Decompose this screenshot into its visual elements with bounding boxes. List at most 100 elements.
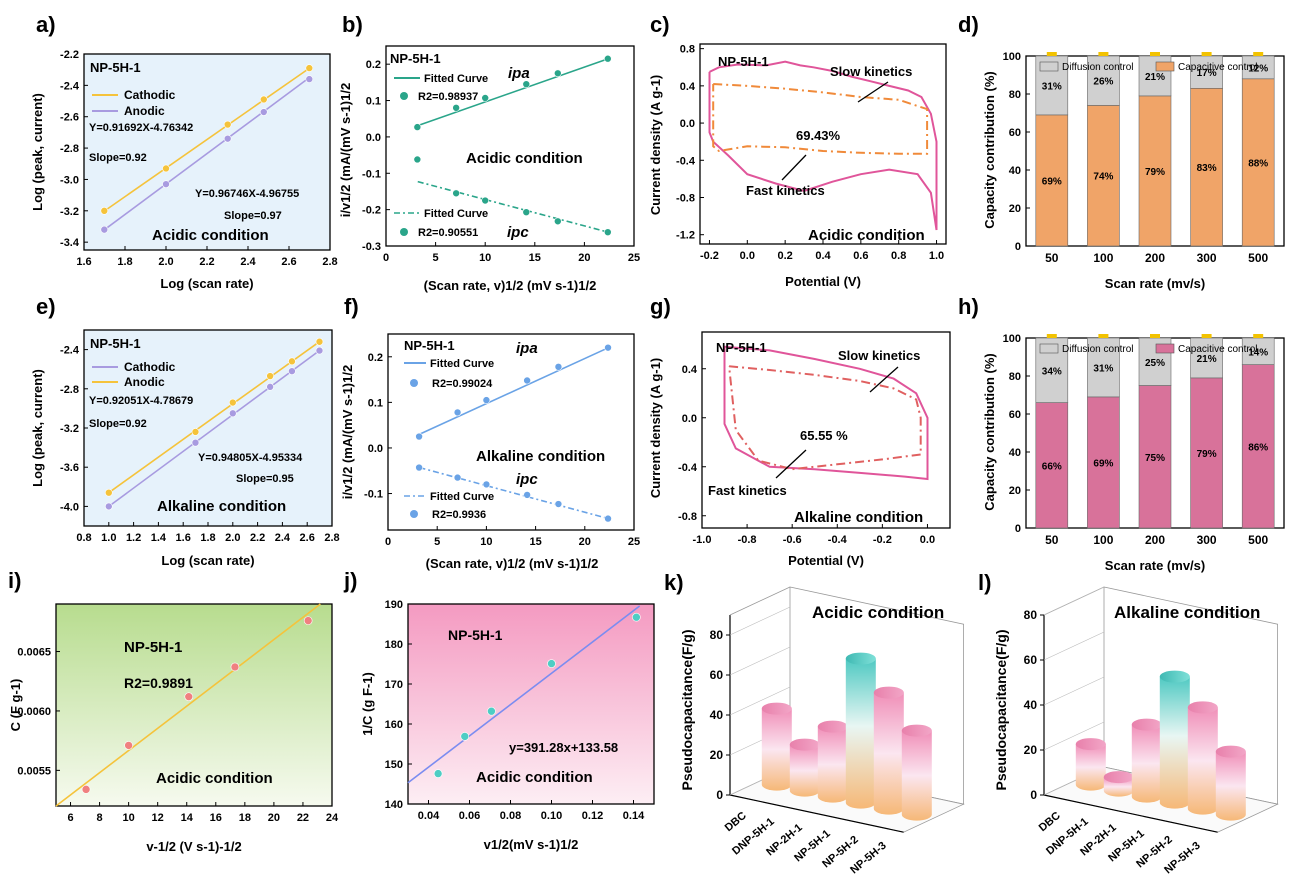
y-tick-label-l-2: 40 — [1024, 698, 1038, 712]
y-tick-label-d-4: 80 — [1009, 89, 1021, 101]
data-point-b-1-3 — [522, 208, 531, 216]
y-tick-label-i-1: 0.0060 — [17, 706, 51, 718]
bar-label-capacitive-h-0: 66% — [1042, 461, 1062, 472]
grid-line-l-1 — [1043, 721, 1105, 751]
panel-label-k: k) — [664, 570, 684, 595]
fit-line-f-0 — [419, 346, 609, 436]
x-axis-line-k — [729, 794, 904, 833]
bar-label-capacitive-d-0: 69% — [1042, 176, 1062, 187]
x-tick-label-i-4: 14 — [181, 812, 194, 824]
y-axis-label-j: 1/C (g F-1) — [360, 672, 375, 736]
bar-cap-marker-h-2 — [1150, 334, 1160, 338]
arrow-fast-c — [781, 154, 807, 181]
x-tick-label-c-4: 0.6 — [853, 250, 868, 262]
data-point-f-0-2 — [482, 396, 491, 404]
y-tick-label-h-4: 80 — [1009, 371, 1021, 383]
y-tick-label-d-1: 20 — [1009, 203, 1021, 215]
panel-label-f: f) — [344, 294, 359, 319]
y-tick-label-a-4: -2.6 — [60, 112, 79, 124]
legend-label-diffusion-d: Diffusion control — [1062, 62, 1134, 73]
data-point-b-0-5 — [604, 54, 612, 63]
y-tick-label-f-0: -0.1 — [364, 489, 383, 501]
legend-point-ipc-f — [410, 510, 418, 518]
sample-label-b: NP-5H-1 — [390, 51, 441, 66]
data-point-b-0-1 — [452, 104, 460, 112]
marks-i: 6 8 10 12 14 16 18 20 22 24 0.0055 0.0060 0.0065 — [17, 603, 339, 824]
data-point-e-1-4 — [288, 357, 296, 366]
cylinder-l-3 — [1159, 676, 1190, 809]
x-axis-label-h: Scan rate (mv/s) — [1105, 558, 1205, 573]
x-axis-label-g: Potential (V) — [788, 553, 864, 568]
legend-label-anodic-e: Anodic — [124, 375, 165, 389]
data-point-b-0-0 — [413, 123, 422, 131]
x-tick-label-a-5: 2.6 — [281, 256, 296, 268]
x-tick-label-i-9: 24 — [326, 812, 339, 824]
x-axis-label-c: Potential (V) — [785, 274, 861, 289]
data-point-f-1-5 — [604, 514, 612, 523]
bar-label-capacitive-d-4: 88% — [1248, 158, 1268, 169]
legend-point-ipc-b — [400, 228, 408, 236]
y-tick-label-h-1: 20 — [1009, 485, 1021, 497]
condition-label-g: Alkaline condition — [794, 509, 923, 526]
cylinder-top-k-4 — [873, 686, 904, 699]
y-tick-label-c-4: 0.4 — [680, 81, 696, 93]
x-tick-label-g-2: -0.6 — [783, 534, 802, 546]
panel-label-g: g) — [650, 294, 671, 319]
bar-label-diffusion-h-0: 34% — [1042, 366, 1062, 377]
data-point-e-1-0 — [105, 488, 113, 497]
x-tick-label-i-2: 10 — [123, 812, 135, 824]
x-tick-label-e-10: 2.8 — [324, 532, 339, 544]
bar-label-diffusion-h-1: 31% — [1093, 363, 1113, 374]
y-tick-label-e-3: -2.8 — [60, 384, 79, 396]
x-tick-label-a-1: 1.8 — [117, 256, 132, 268]
x-tick-label-i-8: 22 — [297, 812, 309, 824]
cylinder-l-0 — [1075, 744, 1106, 791]
data-point-j-0-1 — [460, 732, 470, 741]
cylinder-top-k-0 — [761, 702, 792, 715]
data-point-a-1-2 — [223, 134, 232, 143]
data-point-b-1-5 — [604, 228, 612, 236]
y-axis-label-k: Pseudocapacitance(F/g) — [679, 629, 695, 790]
legend-label-cathodic-e: Cathodic — [124, 360, 176, 374]
legend-label-cathodic-a: Cathodic — [124, 88, 176, 102]
data-point-b-0-2 — [481, 94, 490, 102]
cylinder-top-l-0 — [1075, 738, 1106, 751]
bar-capacitive-d-4 — [1241, 78, 1275, 247]
plot-area-f — [387, 333, 635, 531]
bar-cap-marker-d-4 — [1253, 52, 1264, 56]
grid-line-k-2 — [729, 686, 791, 716]
y-tick-label-j-0: 140 — [385, 799, 403, 811]
arrow-slow-c — [857, 81, 889, 103]
y-tick-label-g-2: 0.0 — [682, 413, 697, 425]
data-point-b-1-2 — [481, 196, 490, 205]
panel-d: d) 0 20 40 60 80 100 69% 31% 50 74% 26% 100 79% 21% 20… — [958, 12, 1285, 291]
panel-k: k) 020406080DBCDNP-5H-1NP-2H-1NP-5H-1NP-… — [664, 570, 965, 875]
cylinder-top-l-1 — [1103, 771, 1134, 784]
y-tick-label-e-2: -3.2 — [60, 423, 79, 435]
data-point-e-0-2 — [229, 409, 237, 418]
data-point-f-0-0 — [415, 432, 423, 441]
panel-label-b: b) — [342, 12, 363, 37]
data-point-e-1-2 — [229, 398, 237, 407]
data-point-f-1-1 — [453, 473, 462, 482]
sample-label-e: NP-5H-1 — [90, 336, 141, 351]
x-tick-label-c-6: 1.0 — [929, 250, 944, 262]
y-axis-label-e: Log (peak, current) — [30, 369, 45, 487]
data-point-f-0-3 — [523, 376, 531, 385]
y-tick-label-l-0: 0 — [1030, 788, 1037, 802]
data-point-a-1-1 — [162, 180, 170, 188]
legend-r2-ipa-b: R2=0.98937 — [418, 91, 478, 103]
bar-capacitive-h-0 — [1035, 402, 1069, 529]
y-tick-label-l-1: 20 — [1024, 743, 1038, 757]
x-tick-label-j-2: 0.08 — [500, 810, 521, 822]
data-point-i-0-4 — [303, 616, 313, 625]
bar-capacitive-d-1 — [1087, 105, 1120, 247]
annotation-slow-g: Slow kinetics — [838, 348, 920, 363]
x-tick-label-l-0: DBC — [1037, 810, 1063, 835]
data-point-f-0-4 — [554, 363, 563, 371]
x-tick-label-h-4: 500 — [1248, 533, 1268, 547]
x-tick-label-j-0: 0.04 — [418, 810, 440, 822]
grid-line-k-3 — [729, 646, 791, 676]
legend-point-ipa-f — [410, 379, 418, 387]
bar-diffusion-h-1 — [1087, 337, 1120, 398]
